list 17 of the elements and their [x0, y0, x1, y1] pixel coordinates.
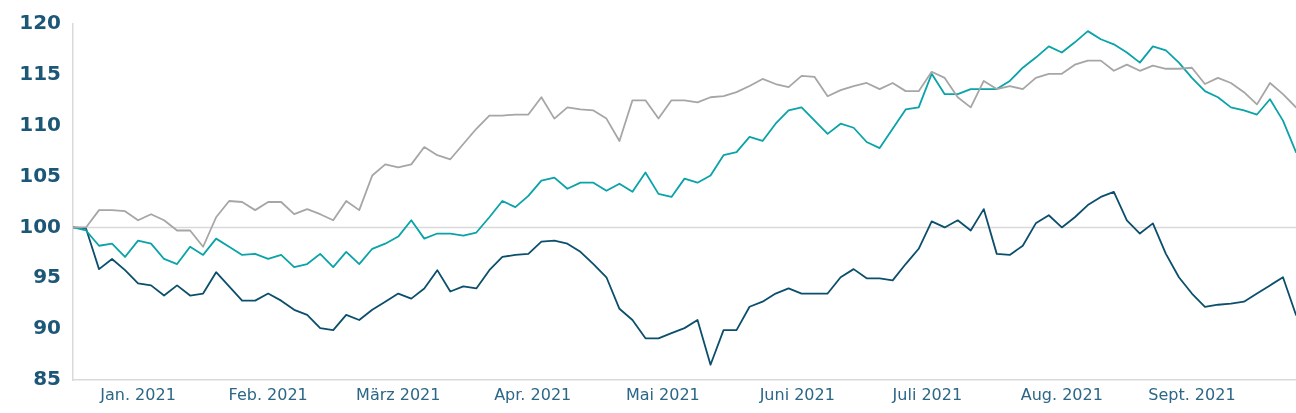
y-tick-label: 115 [19, 61, 61, 86]
y-tick-label: 110 [19, 111, 61, 136]
x-tick-label: Juni 2021 [758, 384, 835, 404]
x-tick-label: Apr. 2021 [494, 384, 572, 404]
x-tick-label: Mai 2021 [625, 384, 700, 404]
x-tick-label: Juli 2021 [891, 384, 963, 404]
y-tick-label: 100 [19, 213, 61, 238]
y-tick-label: 105 [19, 162, 61, 187]
x-tick-label: Jan. 2021 [99, 384, 176, 404]
y-tick-label: 120 [19, 10, 61, 35]
y-tick-label: 90 [33, 315, 61, 340]
y-tick-label: 85 [33, 366, 61, 391]
y-tick-label: 95 [33, 264, 61, 289]
x-tick-label: Aug. 2021 [1020, 384, 1103, 404]
x-tick-label: Feb. 2021 [228, 384, 308, 404]
x-tick-label: März 2021 [356, 384, 441, 404]
x-tick-label: Sept. 2021 [1148, 384, 1236, 404]
